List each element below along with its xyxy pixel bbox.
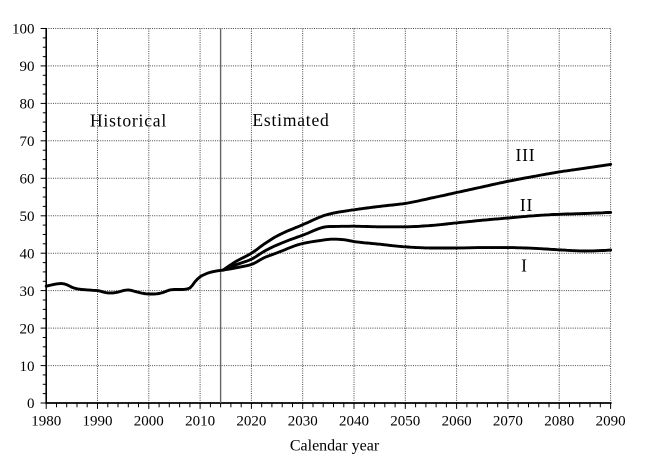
svg-text:60: 60 bbox=[20, 172, 35, 188]
svg-text:II: II bbox=[520, 195, 533, 215]
svg-text:I: I bbox=[521, 256, 528, 276]
svg-text:30: 30 bbox=[20, 284, 35, 300]
svg-text:1990: 1990 bbox=[83, 413, 113, 429]
svg-text:2000: 2000 bbox=[134, 413, 164, 429]
svg-text:2010: 2010 bbox=[185, 413, 215, 429]
svg-text:2030: 2030 bbox=[288, 413, 318, 429]
svg-text:1980: 1980 bbox=[31, 413, 61, 429]
svg-text:2040: 2040 bbox=[339, 413, 369, 429]
svg-text:2060: 2060 bbox=[442, 413, 472, 429]
svg-text:2080: 2080 bbox=[544, 413, 574, 429]
svg-text:Estimated: Estimated bbox=[252, 110, 329, 130]
svg-text:10: 10 bbox=[20, 359, 35, 375]
svg-text:2070: 2070 bbox=[493, 413, 523, 429]
svg-text:70: 70 bbox=[20, 134, 35, 150]
svg-text:2020: 2020 bbox=[236, 413, 266, 429]
svg-text:III: III bbox=[516, 145, 536, 165]
svg-text:20: 20 bbox=[20, 321, 35, 337]
svg-text:100: 100 bbox=[12, 22, 35, 38]
svg-text:0: 0 bbox=[27, 396, 35, 412]
svg-text:2090: 2090 bbox=[596, 413, 626, 429]
svg-text:Historical: Historical bbox=[90, 111, 167, 131]
svg-text:2050: 2050 bbox=[390, 413, 420, 429]
svg-text:40: 40 bbox=[20, 246, 35, 262]
svg-text:80: 80 bbox=[20, 97, 35, 113]
svg-text:50: 50 bbox=[20, 209, 35, 225]
svg-text:90: 90 bbox=[20, 59, 35, 75]
svg-text:Calendar year: Calendar year bbox=[290, 438, 380, 455]
